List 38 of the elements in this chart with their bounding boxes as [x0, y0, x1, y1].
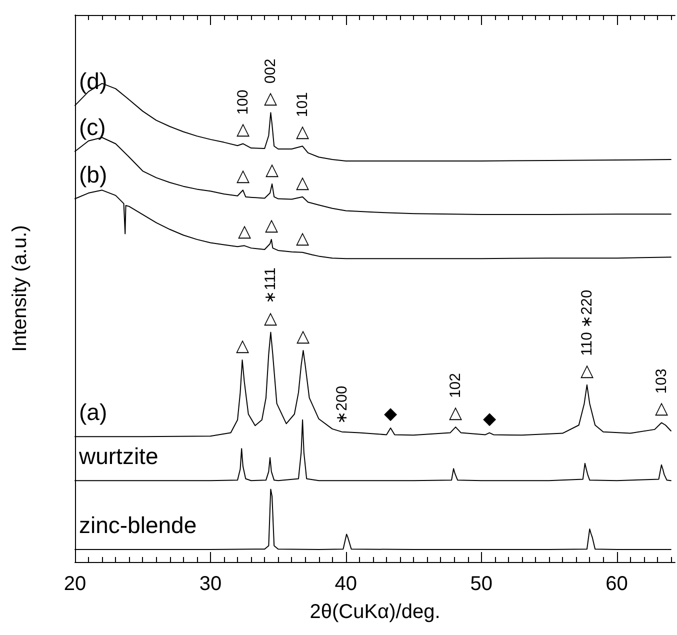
annotation: △ [296, 172, 310, 192]
annotation: △ [238, 222, 252, 241]
series-label: (c) [79, 114, 106, 140]
annotation: △ [236, 336, 250, 356]
annotation: △ [264, 88, 278, 108]
annotation: △ [236, 166, 250, 186]
annotation: ∗111 [262, 267, 280, 304]
annotation: 002 [262, 58, 280, 84]
annotation: △ [264, 308, 278, 328]
annotation: △ [296, 228, 310, 248]
series-label: (a) [79, 399, 108, 426]
annotation: △ [296, 326, 311, 346]
x-tick-label: 20 [64, 573, 86, 595]
x-tick-label: 40 [334, 573, 358, 595]
annotation: ◆ [482, 408, 497, 428]
annotation: 102 [447, 373, 464, 398]
series-label: (d) [79, 68, 108, 94]
annotation: 101 [294, 92, 312, 118]
series-label: wurtzite [78, 443, 158, 470]
annotation: 110 ∗220 [578, 290, 596, 356]
annotation: △ [449, 403, 464, 422]
x-tick-label: 60 [606, 573, 628, 595]
annotation: △ [296, 122, 310, 142]
annotation: 103 [652, 368, 670, 394]
x-tick-label: 30 [199, 573, 222, 595]
x-tick-label: 50 [470, 573, 492, 595]
annotation: △ [266, 160, 280, 179]
annotation: △ [654, 398, 669, 418]
x-axis-title: 2θ(CuKα)/deg. [310, 601, 440, 623]
series-label: (b) [79, 161, 108, 188]
annotation: △ [236, 120, 250, 139]
annotation: △ [580, 360, 594, 380]
annotation: ◆ [384, 404, 398, 423]
annotation: △ [264, 215, 279, 234]
series-label: zinc-blende [79, 512, 197, 538]
y-axis-title: Intensity (a.u.) [9, 225, 31, 352]
annotation: ∗200 [333, 386, 350, 424]
annotation: 100 [234, 90, 252, 115]
